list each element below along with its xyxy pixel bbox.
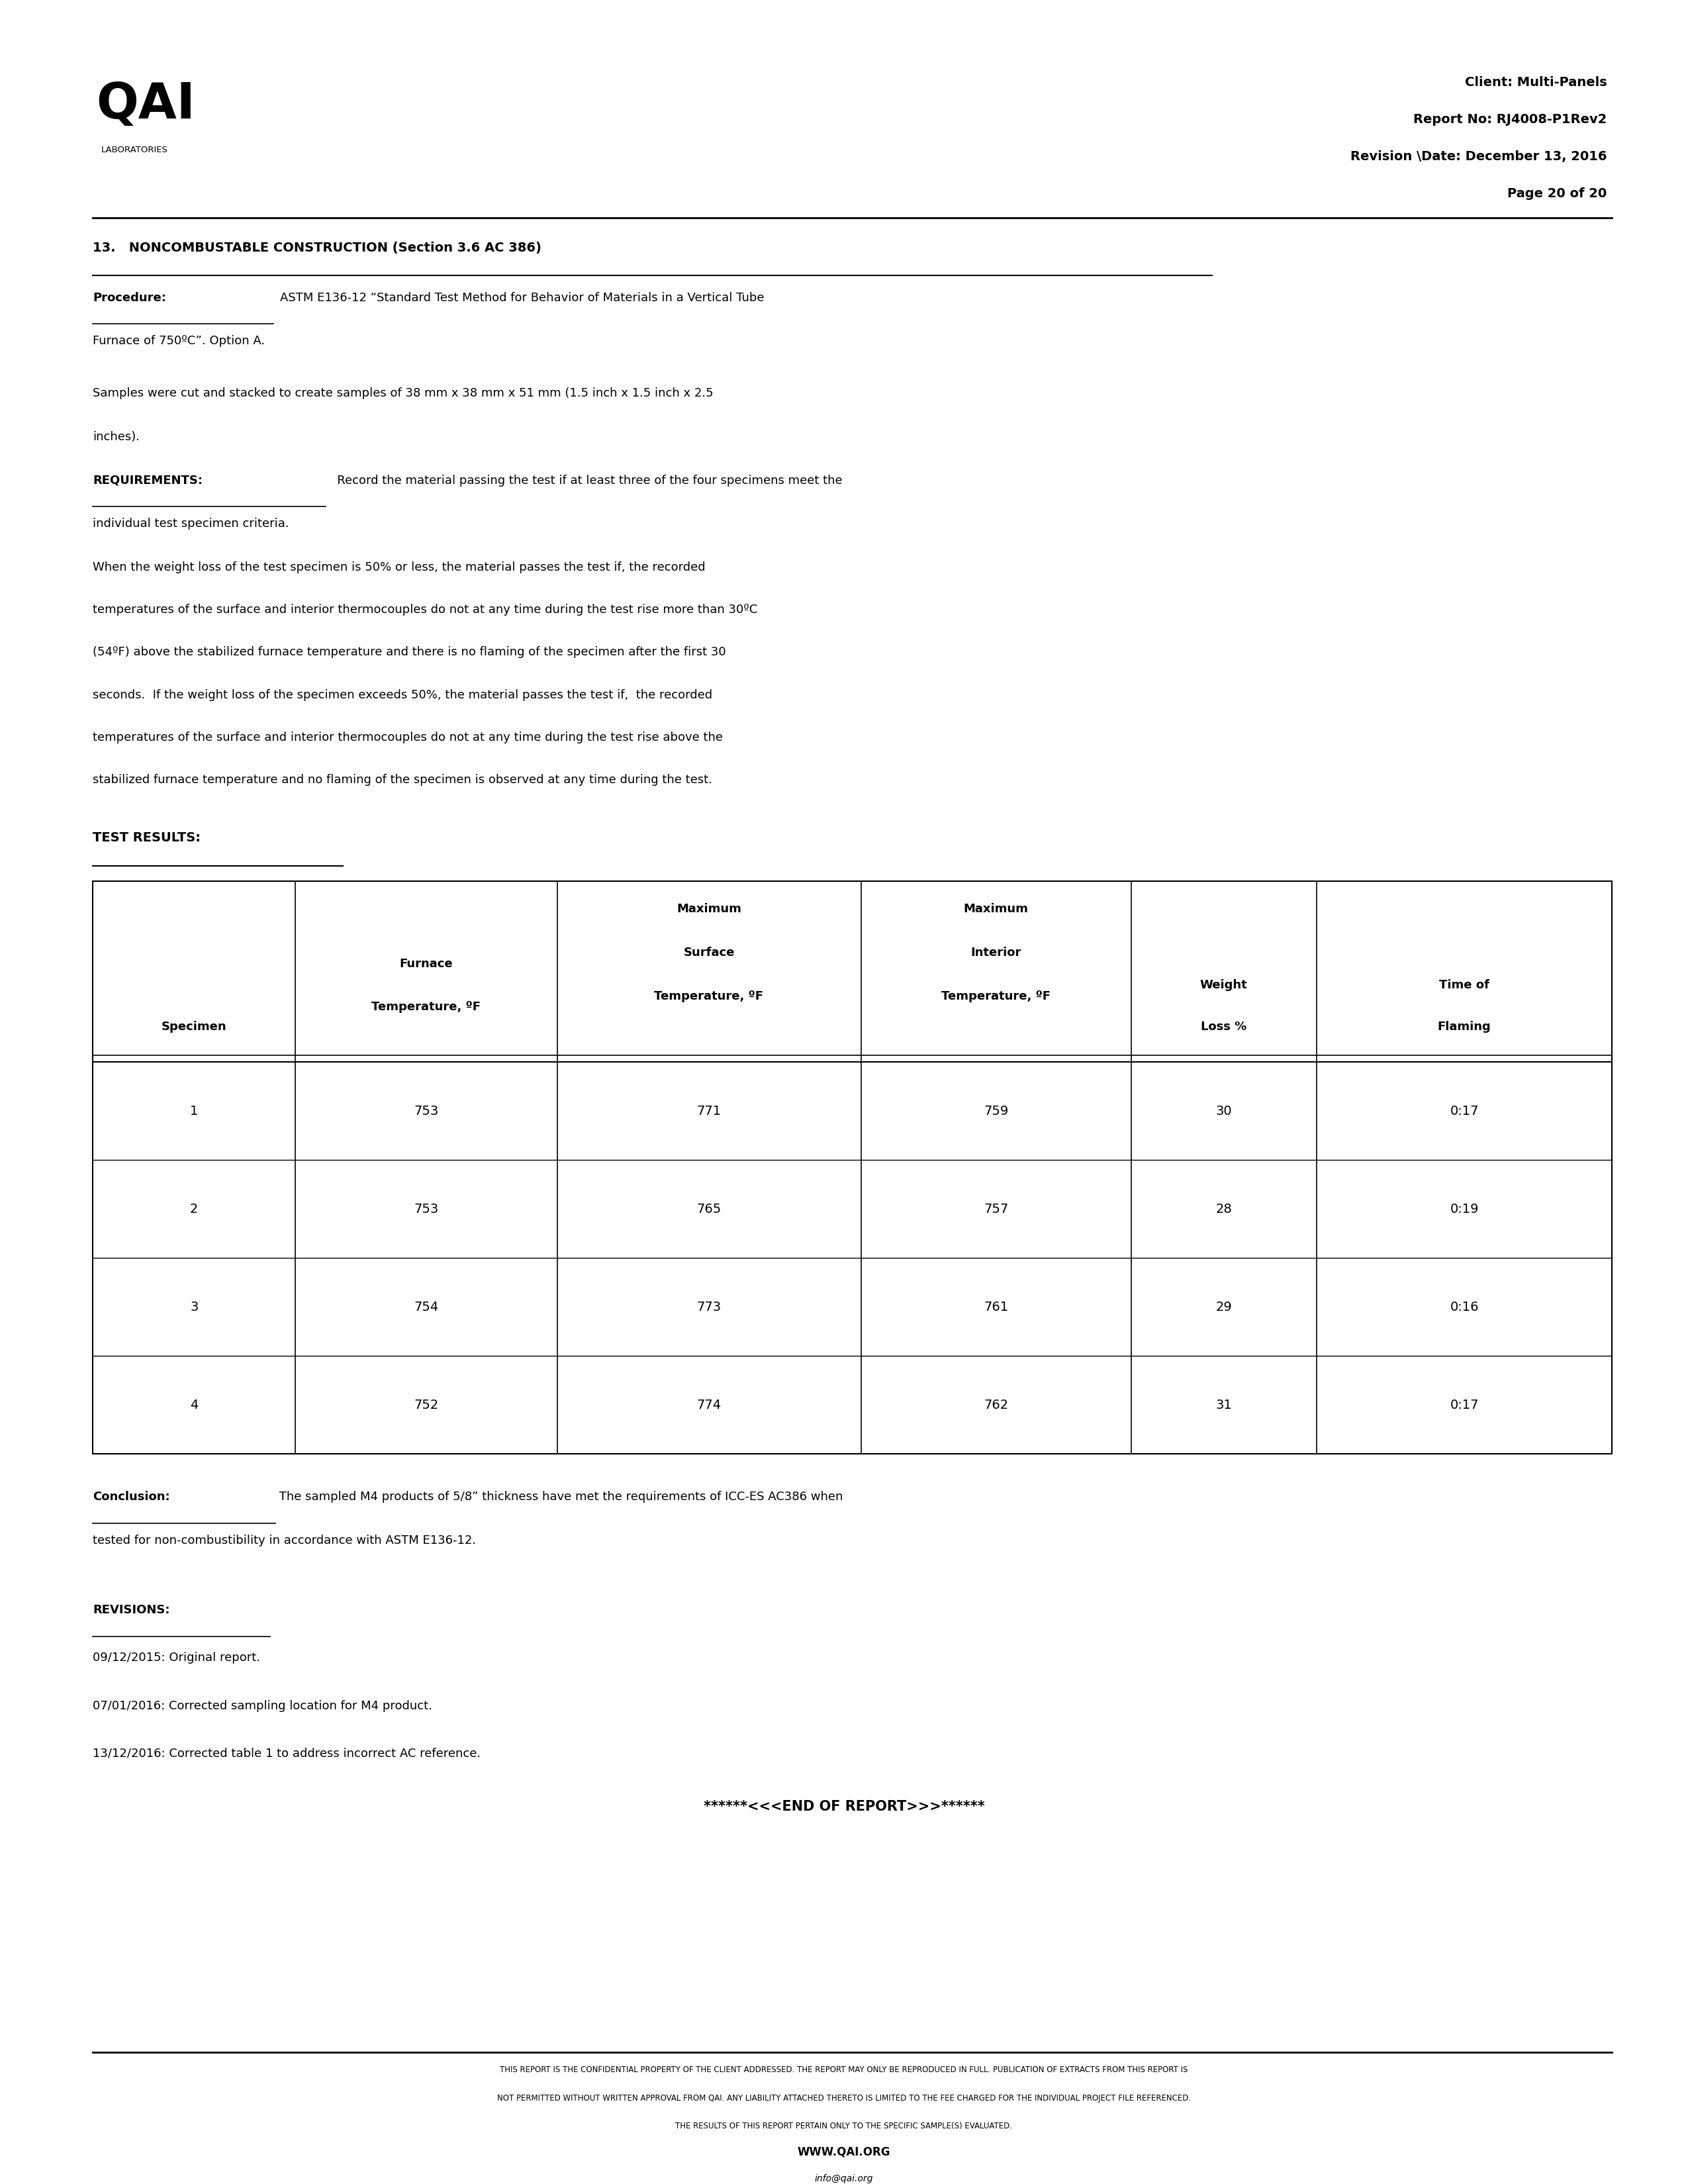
Text: individual test specimen criteria.: individual test specimen criteria. xyxy=(93,518,289,531)
Text: Furnace of 750ºC”. Option A.: Furnace of 750ºC”. Option A. xyxy=(93,334,265,347)
Text: Temperature, ºF: Temperature, ºF xyxy=(942,989,1050,1002)
Text: Specimen: Specimen xyxy=(162,1020,226,1033)
Text: Loss %: Loss % xyxy=(1200,1020,1247,1033)
Text: ASTM E136-12 “Standard Test Method for Behavior of Materials in a Vertical Tube: ASTM E136-12 “Standard Test Method for B… xyxy=(280,293,765,304)
Text: Samples were cut and stacked to create samples of 38 mm x 38 mm x 51 mm (1.5 inc: Samples were cut and stacked to create s… xyxy=(93,387,714,400)
Text: 3: 3 xyxy=(191,1302,197,1313)
Text: Conclusion:: Conclusion: xyxy=(93,1492,170,1503)
Text: 753: 753 xyxy=(414,1105,439,1118)
Text: LABORATORIES: LABORATORIES xyxy=(101,146,169,155)
Text: 2: 2 xyxy=(191,1203,197,1214)
Text: Temperature, ºF: Temperature, ºF xyxy=(655,989,763,1002)
Text: Surface: Surface xyxy=(684,946,734,959)
Text: When the weight loss of the test specimen is 50% or less, the material passes th: When the weight loss of the test specime… xyxy=(93,561,706,574)
Text: Revision \Date: December 13, 2016: Revision \Date: December 13, 2016 xyxy=(1350,151,1607,164)
Text: 28: 28 xyxy=(1215,1203,1232,1214)
Text: (54ºF) above the stabilized furnace temperature and there is no flaming of the s: (54ºF) above the stabilized furnace temp… xyxy=(93,646,726,657)
Text: REQUIREMENTS:: REQUIREMENTS: xyxy=(93,474,203,487)
Text: info@qai.org: info@qai.org xyxy=(815,2175,873,2184)
Text: THE RESULTS OF THIS REPORT PERTAIN ONLY TO THE SPECIFIC SAMPLE(S) EVALUATED.: THE RESULTS OF THIS REPORT PERTAIN ONLY … xyxy=(675,2123,1013,2132)
Text: 762: 762 xyxy=(984,1398,1008,1411)
Text: 0:17: 0:17 xyxy=(1450,1105,1479,1118)
Text: ******<<<END OF REPORT>>>******: ******<<<END OF REPORT>>>****** xyxy=(704,1800,984,1813)
Text: Weight: Weight xyxy=(1200,978,1247,992)
Text: 773: 773 xyxy=(697,1302,721,1313)
Text: Flaming: Flaming xyxy=(1438,1020,1491,1033)
Text: 759: 759 xyxy=(984,1105,1008,1118)
Text: temperatures of the surface and interior thermocouples do not at any time during: temperatures of the surface and interior… xyxy=(93,732,722,743)
Text: 09/12/2015: Original report.: 09/12/2015: Original report. xyxy=(93,1651,260,1664)
Text: inches).: inches). xyxy=(93,430,140,443)
Text: REVISIONS:: REVISIONS: xyxy=(93,1603,170,1616)
Text: Procedure:: Procedure: xyxy=(93,293,165,304)
Text: 754: 754 xyxy=(414,1302,439,1313)
Text: THIS REPORT IS THE CONFIDENTIAL PROPERTY OF THE CLIENT ADDRESSED. THE REPORT MAY: THIS REPORT IS THE CONFIDENTIAL PROPERTY… xyxy=(500,2066,1188,2075)
Text: Client: Multi-Panels: Client: Multi-Panels xyxy=(1465,76,1607,90)
Text: Maximum: Maximum xyxy=(964,904,1028,915)
Text: Interior: Interior xyxy=(971,946,1021,959)
Text: TEST RESULTS:: TEST RESULTS: xyxy=(93,832,201,843)
Bar xyxy=(93,882,1612,1455)
Text: 771: 771 xyxy=(697,1105,721,1118)
Text: 761: 761 xyxy=(984,1302,1008,1313)
Text: Maximum: Maximum xyxy=(677,904,741,915)
Text: QAI: QAI xyxy=(96,81,196,129)
Text: 765: 765 xyxy=(697,1203,721,1214)
Text: WWW.QAI.ORG: WWW.QAI.ORG xyxy=(797,2147,891,2158)
Text: Report No: RJ4008-P1Rev2: Report No: RJ4008-P1Rev2 xyxy=(1413,114,1607,127)
Text: 13/12/2016: Corrected table 1 to address incorrect AC reference.: 13/12/2016: Corrected table 1 to address… xyxy=(93,1747,481,1760)
Text: 0:17: 0:17 xyxy=(1450,1398,1479,1411)
Text: NOT PERMITTED WITHOUT WRITTEN APPROVAL FROM QAI. ANY LIABILITY ATTACHED THERETO : NOT PERMITTED WITHOUT WRITTEN APPROVAL F… xyxy=(496,2094,1192,2103)
Text: 13.   NONCOMBUSTABLE CONSTRUCTION (Section 3.6 AC 386): 13. NONCOMBUSTABLE CONSTRUCTION (Section… xyxy=(93,242,542,253)
Text: 0:16: 0:16 xyxy=(1450,1302,1479,1313)
Text: stabilized furnace temperature and no flaming of the specimen is observed at any: stabilized furnace temperature and no fl… xyxy=(93,773,712,786)
Text: 07/01/2016: Corrected sampling location for M4 product.: 07/01/2016: Corrected sampling location … xyxy=(93,1699,432,1712)
Text: temperatures of the surface and interior thermocouples do not at any time during: temperatures of the surface and interior… xyxy=(93,605,758,616)
Text: Time of: Time of xyxy=(1440,978,1489,992)
Text: 29: 29 xyxy=(1215,1302,1232,1313)
Text: 30: 30 xyxy=(1215,1105,1232,1118)
Text: Temperature, ºF: Temperature, ºF xyxy=(371,1000,481,1013)
Text: Page 20 of 20: Page 20 of 20 xyxy=(1507,188,1607,199)
Text: 753: 753 xyxy=(414,1203,439,1214)
Text: 4: 4 xyxy=(191,1398,197,1411)
Text: 1: 1 xyxy=(191,1105,197,1118)
Text: tested for non-combustibility in accordance with ASTM E136-12.: tested for non-combustibility in accorda… xyxy=(93,1535,476,1546)
Text: 757: 757 xyxy=(984,1203,1008,1214)
Text: seconds.  If the weight loss of the specimen exceeds 50%, the material passes th: seconds. If the weight loss of the speci… xyxy=(93,688,712,701)
Text: Furnace: Furnace xyxy=(400,957,452,970)
Text: The sampled M4 products of 5/8” thickness have met the requirements of ICC-ES AC: The sampled M4 products of 5/8” thicknes… xyxy=(275,1492,842,1503)
Text: 774: 774 xyxy=(697,1398,721,1411)
Text: 752: 752 xyxy=(414,1398,439,1411)
Text: 0:19: 0:19 xyxy=(1450,1203,1479,1214)
Text: 31: 31 xyxy=(1215,1398,1232,1411)
Text: Record the material passing the test if at least three of the four specimens mee: Record the material passing the test if … xyxy=(326,474,842,487)
